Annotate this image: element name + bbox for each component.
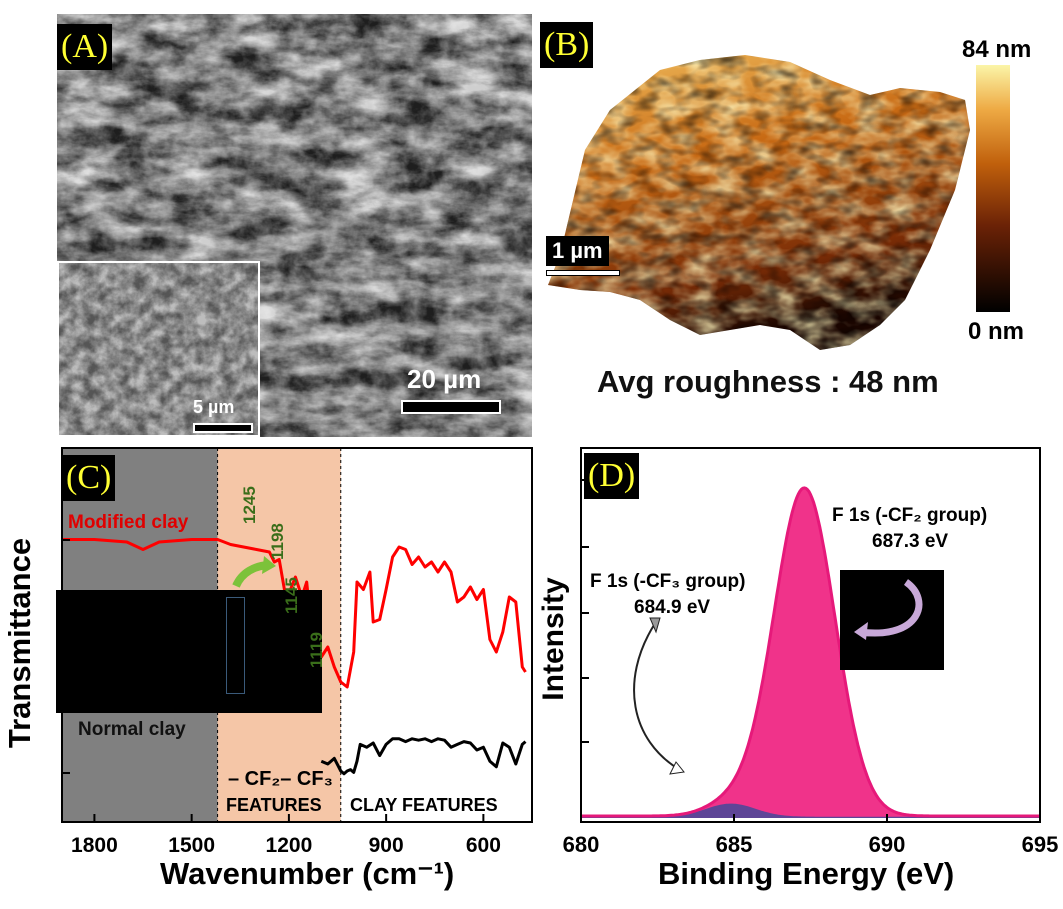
cf2-label-line1: F 1s (-CF₂ group) bbox=[832, 505, 988, 526]
inset-scale-bar-label: 5 µm bbox=[193, 397, 235, 417]
panel-a-label: (A) bbox=[57, 24, 113, 70]
xps-xtick-label: 690 bbox=[869, 832, 906, 857]
avg-roughness-label: Avg roughness : 48 nm bbox=[597, 364, 939, 399]
cf3-peak-area bbox=[581, 803, 1040, 818]
xps-ylabel-text: Intensity bbox=[537, 577, 570, 701]
xps-xtick-label: 685 bbox=[716, 832, 753, 857]
xps-inset-box bbox=[840, 570, 944, 670]
redacted-inner-rect bbox=[226, 597, 245, 694]
sem-texture bbox=[57, 14, 532, 437]
peak-1245: 1245 bbox=[240, 486, 259, 524]
peak-1119: 1119 bbox=[307, 632, 326, 668]
peak-1198: 1198 bbox=[268, 523, 287, 560]
sem-scale-bar bbox=[401, 400, 501, 414]
ftir-xlabel-text: Wavenumber (cm⁻¹) bbox=[160, 856, 455, 891]
xps-ylabel: Intensity bbox=[537, 549, 571, 729]
xps-xtick-label: 680 bbox=[563, 832, 600, 857]
normal-clay-line bbox=[320, 737, 527, 776]
modified-clay-label: Modified clay bbox=[68, 512, 189, 533]
ftir-ylabel: Transmittance bbox=[2, 533, 38, 753]
cf-features-label: FEATURES bbox=[226, 795, 322, 815]
xps-xlabel-text: Binding Energy (eV) bbox=[658, 856, 955, 891]
afm-scale-bar bbox=[546, 270, 620, 276]
sem-inset-image: 5 µm bbox=[57, 261, 260, 437]
peak-1145: 1145 bbox=[282, 577, 301, 614]
xps-xtick-label: 695 bbox=[1022, 832, 1059, 857]
panel-a-sem-image: 5 µm 20 µm bbox=[57, 14, 532, 437]
sem-scale-bar-label: 20 µm bbox=[407, 364, 482, 394]
cf2-peak-area bbox=[581, 487, 1040, 818]
ftir-ylabel-text: Transmittance bbox=[2, 537, 37, 749]
colorbar-min-label: 0 nm bbox=[968, 318, 1025, 345]
cf-region-label: – CF₂– CF₃ bbox=[228, 768, 333, 790]
colorbar-max-label: 84 nm bbox=[962, 36, 1032, 63]
ftir-xtick-label: 600 bbox=[466, 834, 501, 857]
xps-envelope-line bbox=[581, 486, 1040, 818]
sem-inset-texture bbox=[59, 263, 258, 435]
ftir-xlabel: Wavenumber (cm⁻¹) bbox=[160, 856, 454, 892]
ftir-xtick-label: 900 bbox=[369, 834, 404, 857]
inset-scale-bar bbox=[193, 423, 253, 433]
cf3-label-line1: F 1s (-CF₃ group) bbox=[590, 571, 746, 592]
afm-surface-shape bbox=[548, 55, 970, 350]
curved-arrow-icon bbox=[854, 579, 923, 640]
panel-d-label: (D) bbox=[584, 453, 640, 499]
ftir-xtick-label: 1800 bbox=[71, 834, 118, 857]
cf2-label-line2: 687.3 eV bbox=[872, 531, 949, 552]
afm-scale-bar-label: 1 µm bbox=[546, 236, 609, 266]
cf3-label-line2: 684.9 eV bbox=[634, 597, 711, 618]
normal-clay-label: Normal clay bbox=[78, 719, 186, 740]
ftir-xtick-label: 1500 bbox=[168, 834, 215, 857]
afm-colorbar bbox=[976, 65, 1010, 312]
clay-features-label: CLAY FEATURES bbox=[350, 795, 498, 815]
ftir-xtick-label: 1200 bbox=[266, 834, 313, 857]
xps-xlabel: Binding Energy (eV) bbox=[658, 856, 954, 892]
panel-b-label: (B) bbox=[540, 22, 594, 68]
panel-c-label: (C) bbox=[62, 455, 116, 501]
redacted-block bbox=[56, 590, 322, 713]
